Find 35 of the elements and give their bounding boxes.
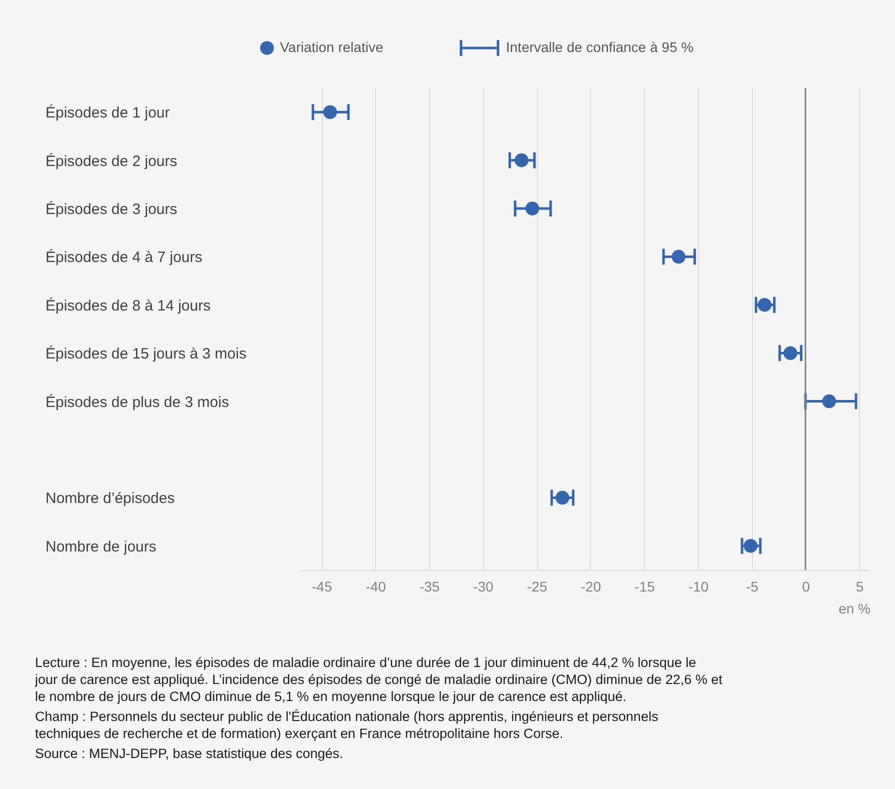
point — [822, 394, 836, 408]
x-tick-label: -30 — [473, 578, 494, 594]
point — [744, 539, 758, 553]
point — [525, 202, 540, 216]
y-tick-label: Épisodes de 15 jours à 3 mois — [46, 344, 246, 363]
point — [556, 490, 570, 505]
point — [672, 250, 686, 264]
text: Champ : Personnels du secteur public de l'Éducation nationale (hors apprentis, ingénieurs et personnels techniques de recherche et de formation) exerçant en France métropolitaine hors Corse. — [35, 709, 658, 741]
y-tick-label: Épisodes de plus de 3 mois — [46, 392, 229, 411]
x-tick-label: -15 — [634, 578, 655, 594]
source-note: Source : MENJ-DEPP, base statistique des congés. — [35, 746, 344, 761]
y-tick-label: Nombre de jours — [46, 538, 156, 556]
text: Lecture : En moyenne, les épisodes de maladie ordinaire d’une durée de 1 jour diminuent de 44,2 % lorsque le jour de carence est appliqué. L’incidence des épisodes de congé de maladie ordinaire (CMO) diminue de 22,6 % et le nombre de jours de CMO diminue de 5,1 % en moyenne lorsque le jour de carence est appliqué. — [34, 655, 723, 704]
x-tick-label: -20 — [580, 578, 602, 594]
x-tick-label: -25 — [526, 578, 548, 594]
x-tick-label: -35 — [419, 578, 440, 594]
point — [514, 153, 528, 168]
x-tick-label: 0 — [802, 578, 810, 594]
x-axis-title: en % — [838, 600, 870, 616]
y-tick-label: Épisodes de 3 jours — [46, 200, 178, 218]
y-tick-label: Épisodes de 1 jour — [46, 104, 170, 122]
point — [323, 105, 338, 119]
y-tick-label: Nombre d’épisodes — [46, 490, 175, 508]
y-tick-label: Épisodes de 2 jours — [46, 152, 178, 170]
y-tick-label: Épisodes de 4 à 7 jours — [46, 248, 202, 266]
x-tick-label: -10 — [688, 578, 709, 594]
x-tick-label: -5 — [746, 578, 759, 594]
x-tick-label: -40 — [366, 578, 386, 594]
point — [784, 346, 798, 360]
point — [758, 298, 772, 312]
x-tick-label: 5 — [856, 578, 864, 594]
y-tick-label: Épisodes de 8 à 14 jours — [46, 296, 211, 314]
legend-label: Variation relative — [280, 39, 384, 55]
x-tick-label: -45 — [312, 578, 332, 594]
text: Intervalle de confiance à 95 % — [506, 39, 694, 55]
